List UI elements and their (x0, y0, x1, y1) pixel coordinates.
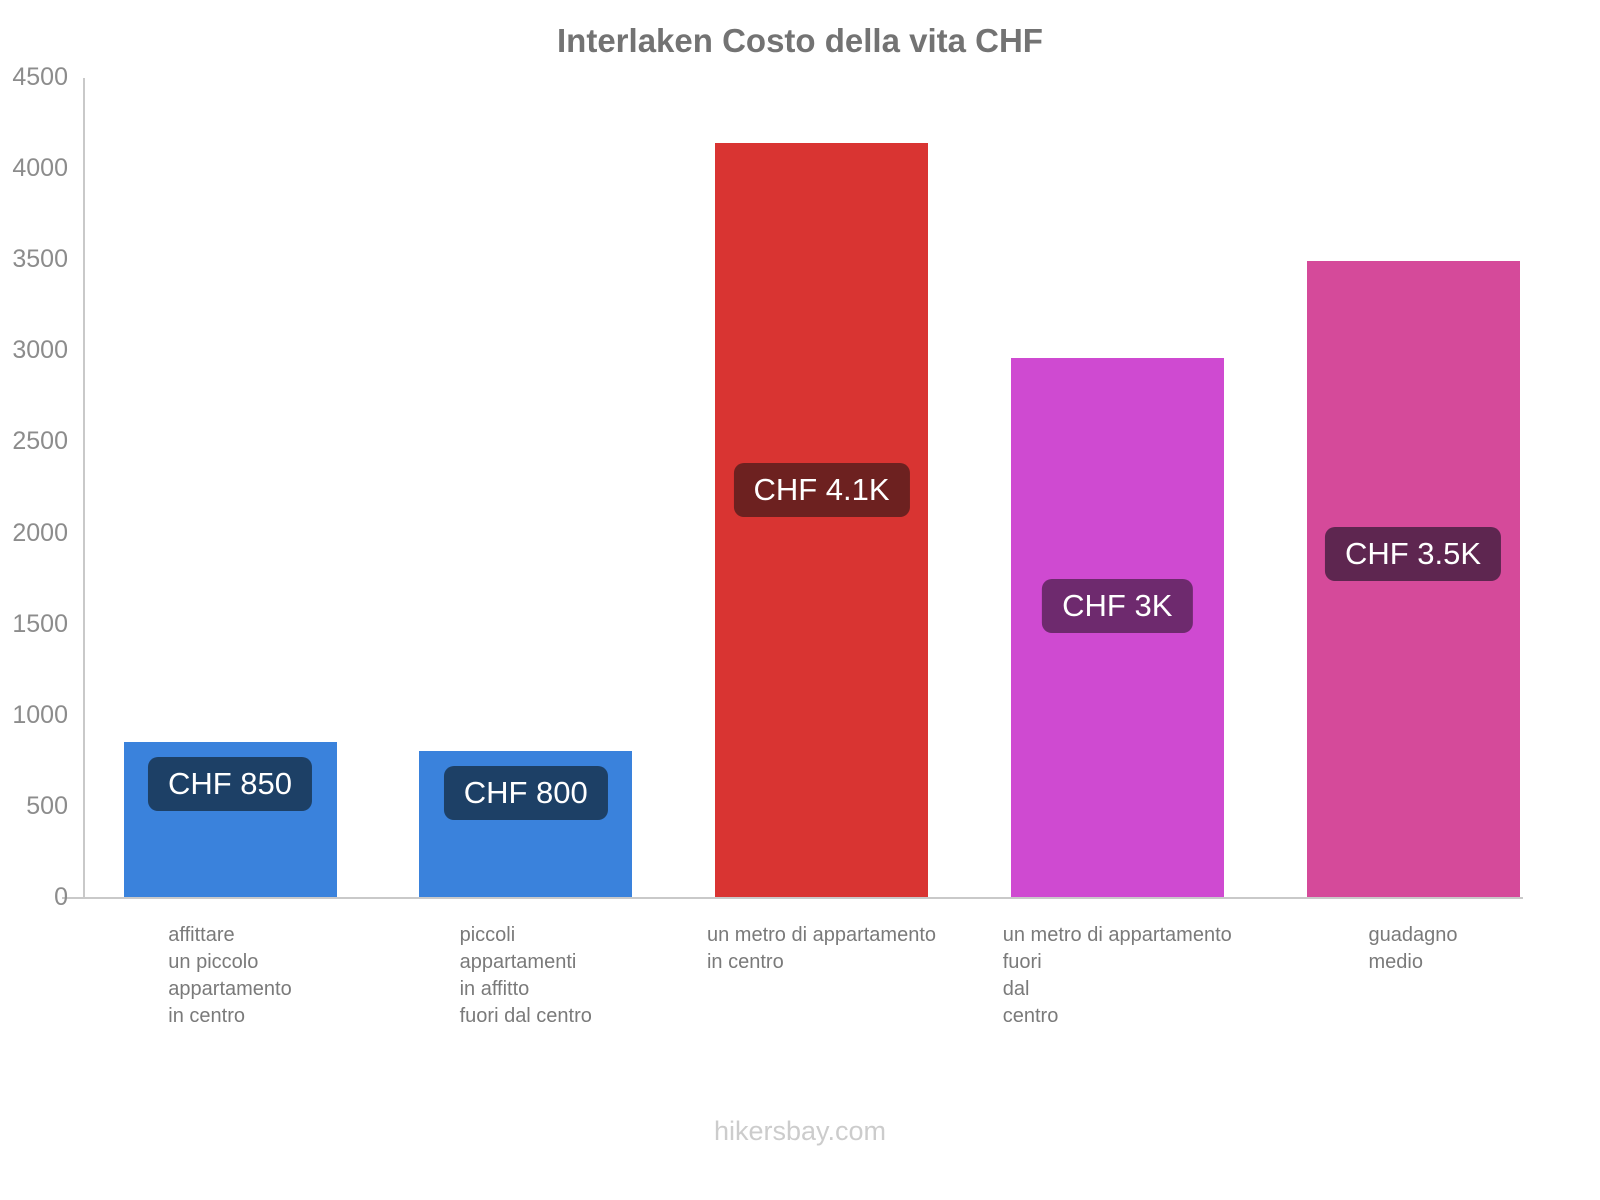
bar-value-label: CHF 3.5K (1324, 527, 1502, 582)
y-axis-tick-label: 2000 (12, 518, 68, 547)
bar: CHF 4.1K (715, 142, 928, 897)
x-axis-category-label-line: centro (1002, 1005, 1059, 1027)
x-axis-category-label-line: fuori (1002, 951, 1042, 973)
x-axis-category-label: un metro di appartamento fuori dal centro (1003, 922, 1232, 1030)
bar: CHF 3.5K (1306, 261, 1520, 897)
watermark-hikersbay: hikersbay.com (713, 1116, 887, 1146)
y-axis-tick-label: 2500 (12, 427, 68, 456)
x-axis-category-label-line: in affitto (459, 978, 530, 1000)
x-axis-category-label-line: appartamenti (459, 951, 577, 973)
y-axis-line (83, 78, 85, 899)
x-axis-category-label-line: affittare (168, 924, 235, 946)
x-axis-category-label-line: in centro (706, 951, 784, 973)
x-axis-category-label: piccoli appartamenti in affitto fuori dal c… (460, 922, 592, 1030)
x-axis-category-label: un metro di appartamento in centro (707, 922, 936, 976)
x-axis-category-label-line: in centro (168, 1005, 246, 1027)
bar: CHF 800 (419, 751, 633, 897)
y-axis-tick-label: 4000 (12, 154, 68, 183)
bar: CHF 850 (123, 742, 337, 897)
x-axis-category-label-line: un metro di appartamento (1002, 924, 1232, 946)
bar-value-label: CHF 850 (147, 757, 313, 812)
x-axis-category-label-line: un piccolo (168, 951, 259, 973)
y-axis-tick-label: 500 (26, 791, 68, 820)
x-axis-category-label-line: dal (1002, 978, 1030, 1000)
x-axis-category-label-line: fuori dal centro (459, 1005, 592, 1027)
bar: CHF 3K (1010, 357, 1224, 897)
bar-value-label: CHF 800 (443, 766, 608, 821)
y-axis-tick-label: 0 (54, 883, 68, 911)
x-axis-category-label-line: medio (1368, 951, 1423, 973)
x-axis-baseline (62, 897, 1523, 899)
x-axis-category-label: affittare un piccolo appartamento in centro (168, 922, 291, 1030)
x-axis-category-label-line: un metro di appartamento (706, 924, 937, 946)
bar-value-label: CHF 4.1K (733, 462, 910, 517)
x-axis-category-label-line: piccoli (459, 924, 516, 946)
x-axis-category-label-line: appartamento (168, 978, 292, 1000)
y-axis-tick-label: 3500 (12, 245, 68, 274)
x-axis-category-label: guadagno medio (1369, 922, 1458, 976)
y-axis-tick-label: 1500 (12, 609, 68, 638)
x-axis-category-label-line: guadagno (1368, 924, 1458, 946)
y-axis-tick-label: 1000 (12, 700, 68, 729)
y-axis-tick-label: 3000 (12, 336, 68, 365)
chart-title: Interlaken Costo della vita CHF (557, 22, 1043, 59)
y-axis-tick-label: 4500 (12, 63, 68, 91)
bar-value-label: CHF 3K (1042, 578, 1193, 633)
